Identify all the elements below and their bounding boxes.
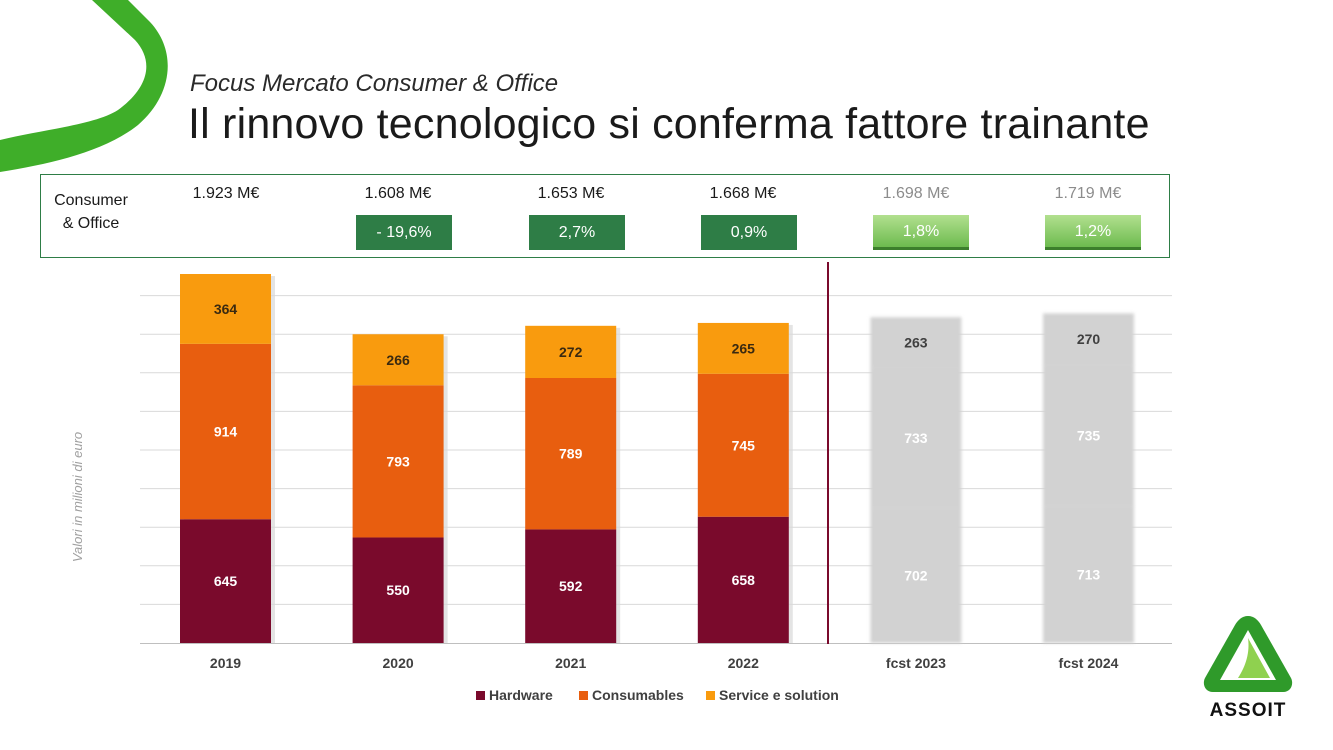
x-tick-label: 2021 <box>555 655 586 671</box>
data-label: 364 <box>214 301 238 317</box>
assoit-logo-text: ASSOIT <box>1209 700 1287 721</box>
data-label: 914 <box>214 424 238 440</box>
brand-corner-shape <box>0 0 168 172</box>
growth-badge-2020: - 19,6% <box>356 215 452 250</box>
legend-swatch <box>476 691 485 700</box>
data-label: 265 <box>732 340 756 356</box>
x-tick-label: 2022 <box>728 655 759 671</box>
x-tick-label: 2019 <box>210 655 241 671</box>
legend-swatch <box>579 691 588 700</box>
data-label: 713 <box>1077 567 1101 583</box>
bar-service-e-solution <box>525 325 617 379</box>
growth-badge-2021: 2,7% <box>529 215 625 250</box>
slide-title: Il rinnovo tecnologico si conferma fatto… <box>188 100 1150 148</box>
legend-swatch <box>706 691 715 700</box>
growth-badge-fcst-2023: 1,8% <box>873 215 969 250</box>
data-label: 658 <box>732 572 756 588</box>
legend-label: Service e solution <box>719 687 839 703</box>
data-labels: 645 914 364 2019 550 793 266 2020 592 789 272 2021 6… <box>210 301 1119 671</box>
total-2019: 1.923 M€ <box>192 185 260 202</box>
bar-stack-fcst-2024 <box>1043 313 1134 643</box>
bar-hardware <box>525 529 617 643</box>
x-tick-label: fcst 2024 <box>1059 655 1119 671</box>
bar-service-e-solution <box>1043 313 1134 366</box>
bar-hardware <box>870 508 962 643</box>
bar-consumables <box>180 343 271 520</box>
x-tick-label: 2020 <box>383 655 414 671</box>
data-label: 270 <box>1077 331 1101 347</box>
bar-stack-2020 <box>352 334 448 643</box>
bar-stack-2019 <box>180 274 275 643</box>
bar-service-e-solution <box>697 322 789 374</box>
summary-panel: Consumer & Office 1.923 M€ 1.608 M€ 1.65… <box>40 174 1170 258</box>
bar-service-e-solution <box>870 317 962 368</box>
data-label: 789 <box>559 446 583 462</box>
bar-consumables <box>697 373 789 517</box>
bar-hardware <box>352 537 444 643</box>
legend-label: Hardware <box>489 687 553 703</box>
growth-badge-fcst-2024: 1,2% <box>1045 215 1141 250</box>
total-2022: 1.668 M€ <box>709 185 777 202</box>
bar-hardware <box>180 519 271 643</box>
data-label: 793 <box>386 453 410 469</box>
data-label: 266 <box>386 352 410 368</box>
bar-stack-fcst-2023 <box>870 317 962 643</box>
data-label: 592 <box>559 578 583 594</box>
total-fcst-2023: 1.698 M€ <box>882 185 950 202</box>
bar-stack-2022 <box>697 322 793 643</box>
growth-badge-2022: 0,9% <box>701 215 797 250</box>
y-axis-label: Valori in milioni di euro <box>70 432 85 562</box>
bar-consumables <box>352 385 444 538</box>
legend-label: Consumables <box>592 687 684 703</box>
legend: Hardware Consumables Service e solution <box>476 687 839 703</box>
bar-series <box>180 274 1134 643</box>
bar-service-e-solution <box>352 334 444 386</box>
bar-service-e-solution <box>180 274 271 344</box>
data-label: 272 <box>559 344 583 360</box>
data-label: 733 <box>904 430 928 446</box>
total-2021: 1.653 M€ <box>537 185 605 202</box>
bar-hardware <box>697 516 789 643</box>
bar-hardware <box>1043 506 1134 643</box>
gridlines <box>140 295 1172 644</box>
bar-consumables <box>525 378 617 530</box>
summary-label-line2: & Office <box>62 215 120 232</box>
x-tick-label: fcst 2023 <box>886 655 946 671</box>
data-label: 702 <box>904 568 928 584</box>
slide-subtitle: Focus Mercato Consumer & Office <box>190 70 559 97</box>
data-label: 735 <box>1077 428 1101 444</box>
total-fcst-2024: 1.719 M€ <box>1054 185 1122 202</box>
assoit-triangle-logo-icon <box>1203 616 1293 692</box>
assoit-logo: ASSOIT <box>1198 612 1298 732</box>
summary-label-line1: Consumer <box>54 192 128 209</box>
bar-consumables <box>1043 365 1134 507</box>
data-label: 263 <box>904 334 928 350</box>
summary-label: Consumer & Office <box>41 189 141 235</box>
total-2020: 1.608 M€ <box>364 185 432 202</box>
bar-consumables <box>870 367 962 509</box>
data-label: 745 <box>732 437 756 453</box>
bar-stack-2021 <box>525 325 621 643</box>
data-label: 645 <box>214 573 238 589</box>
data-label: 550 <box>386 582 410 598</box>
